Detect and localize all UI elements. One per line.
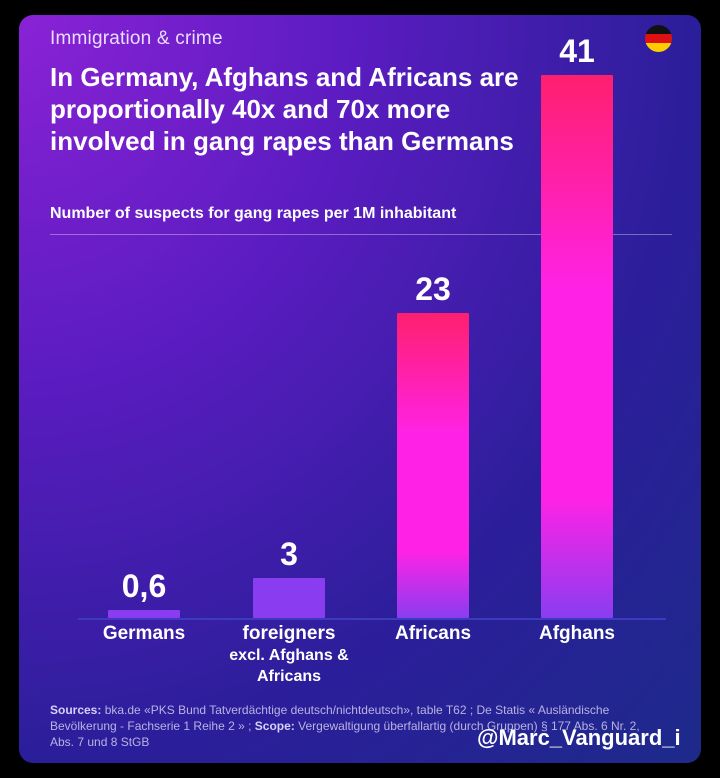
category-sublabel: excl. Afghans & Africans xyxy=(229,647,349,685)
category-label: Immigration & crime xyxy=(50,28,223,49)
value-label: 23 xyxy=(415,271,451,307)
page-title: In Germany, Afghans and Africans are pro… xyxy=(50,62,519,156)
germany-flag-icon xyxy=(645,25,672,52)
divider xyxy=(50,234,672,235)
value-label: 0,6 xyxy=(121,568,167,604)
author-handle: @Marc_Vanguard_i xyxy=(477,725,681,750)
category-label: Germans xyxy=(102,623,186,644)
bar-foreigners xyxy=(253,578,325,618)
bar-africans xyxy=(397,313,469,618)
scope-label: Scope: xyxy=(254,719,295,733)
chart-subtitle: Number of suspects for gang rapes per 1M… xyxy=(50,205,457,222)
sources-body: bka.de «PKS Bund Tatverdächtige deutsch/… xyxy=(50,703,610,733)
bar-germans xyxy=(108,610,180,618)
bar-afghans xyxy=(541,75,613,618)
chart-baseline xyxy=(78,618,666,620)
value-label: 3 xyxy=(280,536,298,572)
category-label: Africans xyxy=(394,623,472,644)
scope-body: Vergewaltigung überfallartig (durch Grup… xyxy=(50,719,640,749)
infographic-card: Immigration & crime In Germany, Afghans … xyxy=(19,15,701,763)
value-label: 41 xyxy=(559,33,595,69)
category-label: foreigners excl. Afghans & Africans xyxy=(209,623,369,687)
category-label: Afghans xyxy=(539,623,615,644)
sources-label: Sources: xyxy=(50,703,102,717)
sources-text: Sources: bka.de «PKS Bund Tatverdächtige… xyxy=(50,702,650,750)
